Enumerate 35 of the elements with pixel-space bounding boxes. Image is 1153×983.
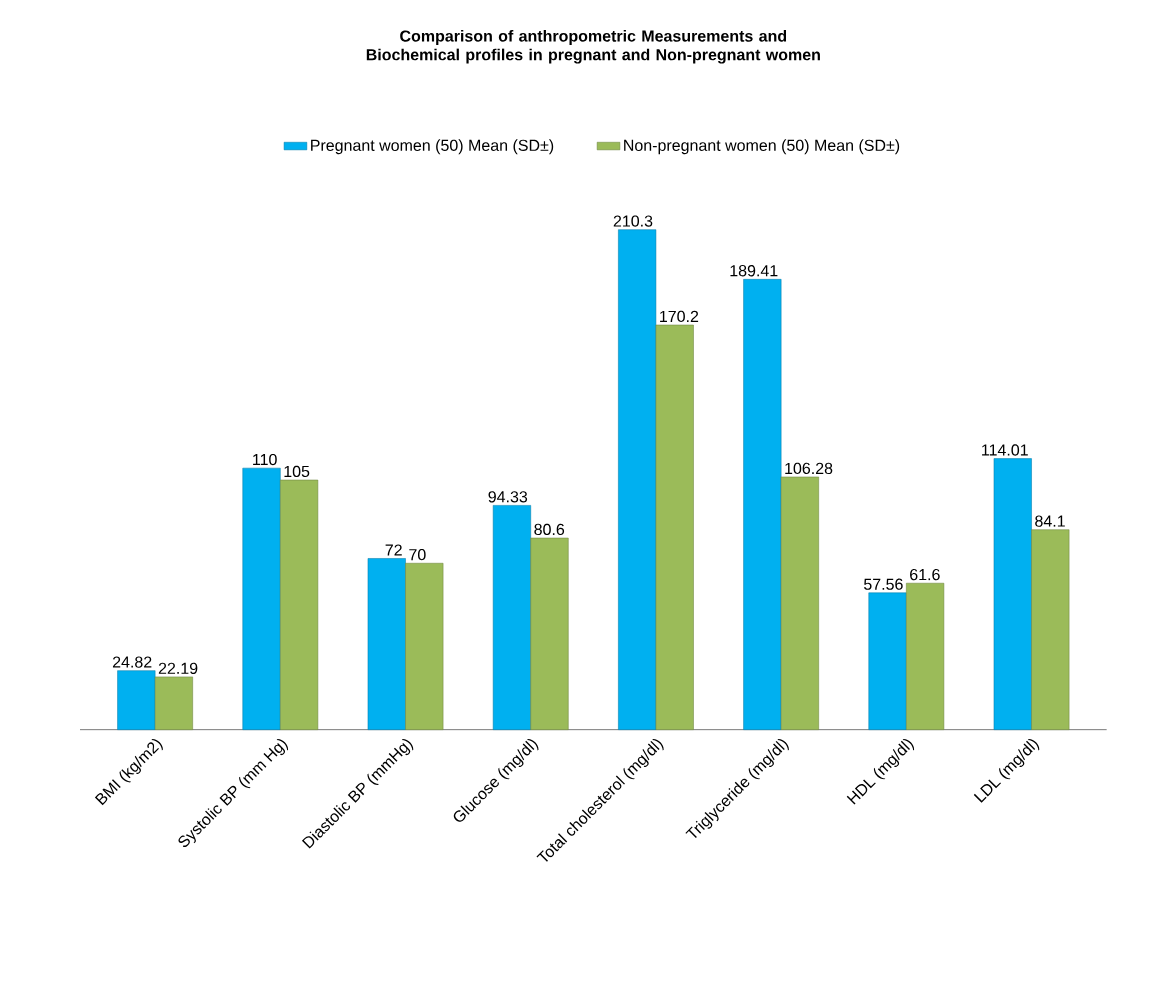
bar	[1031, 529, 1070, 730]
bar	[242, 467, 281, 730]
data-label: 57.56	[864, 578, 903, 590]
data-label: 84.1	[1035, 515, 1065, 527]
data-label: 22.19	[158, 662, 198, 674]
bar	[280, 479, 319, 730]
bar	[405, 562, 444, 730]
bar	[655, 324, 694, 730]
data-label: 189.41	[730, 265, 778, 277]
bar	[530, 537, 569, 730]
bar	[154, 676, 193, 730]
bar	[117, 670, 156, 730]
data-label: 61.6	[910, 568, 940, 581]
legend-label: Non-pregnant women (50) Mean (SD±)	[624, 139, 900, 155]
data-label: 105	[284, 465, 310, 478]
data-label: 80.6	[534, 523, 565, 536]
chart-title: Comparison of anthropometric Measurements and Biochemical profiles in pregnant and Non-pregnant women	[366, 29, 820, 64]
data-label: 94.33	[488, 491, 528, 503]
data-label: 70	[409, 548, 426, 561]
data-label: 170.2	[660, 310, 699, 323]
data-label: 114.01	[982, 444, 1028, 456]
data-label: 106.28	[785, 462, 833, 475]
data-label: 72	[385, 544, 402, 556]
data-label: 110	[253, 453, 277, 466]
bar	[868, 592, 907, 730]
bar	[618, 229, 657, 730]
bar	[780, 476, 819, 730]
legend-label: Pregnant women (50) Mean (SD±)	[311, 139, 554, 155]
bar	[906, 582, 945, 730]
data-label: 24.82	[112, 656, 152, 668]
bar	[492, 505, 531, 730]
bar	[993, 458, 1032, 730]
data-label: 210.3	[613, 215, 653, 227]
bar	[743, 279, 782, 730]
bar	[367, 558, 406, 730]
